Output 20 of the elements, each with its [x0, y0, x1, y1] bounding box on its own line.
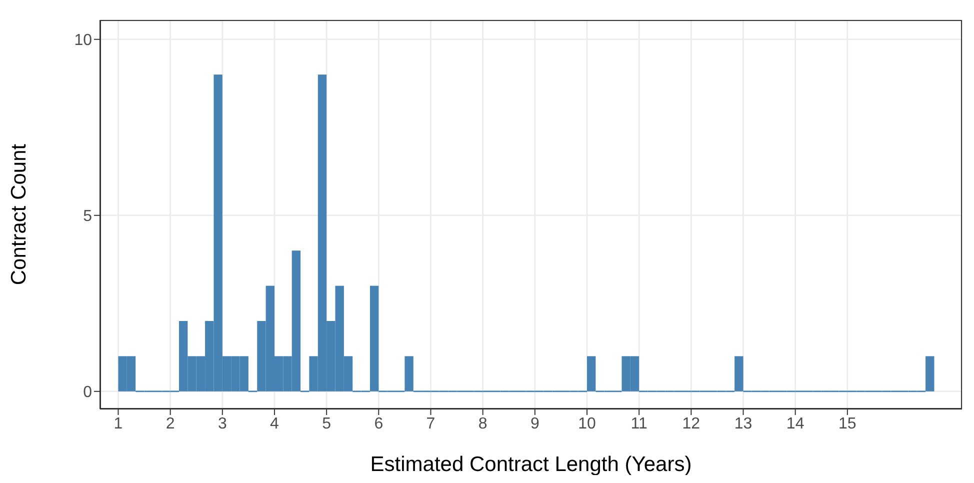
x-tick-label: 14: [786, 415, 804, 432]
x-tick-label: 8: [478, 415, 488, 432]
x-tick-label: 13: [734, 415, 752, 432]
x-tick-label: 10: [578, 415, 596, 432]
x-tick-label: 9: [530, 415, 540, 432]
x-tick-label: 15: [838, 415, 856, 432]
x-tick-label: 11: [630, 415, 648, 432]
y-axis-title: Contract Count: [7, 144, 30, 286]
x-tick-label: 3: [218, 415, 227, 432]
x-tick-label: 12: [682, 415, 700, 432]
y-tick-label: 10: [74, 32, 92, 50]
x-tick-label: 7: [426, 415, 436, 432]
x-tick-label: 5: [322, 415, 332, 432]
x-tick-label: 4: [270, 415, 280, 432]
x-tick-label: 6: [374, 415, 384, 432]
y-tick-label: 5: [83, 208, 92, 226]
y-tick-label: 0: [83, 384, 92, 402]
x-tick-label: 1: [114, 415, 123, 432]
x-tick-label: 2: [166, 415, 175, 432]
x-axis-title: Estimated Contract Length (Years): [370, 453, 692, 476]
